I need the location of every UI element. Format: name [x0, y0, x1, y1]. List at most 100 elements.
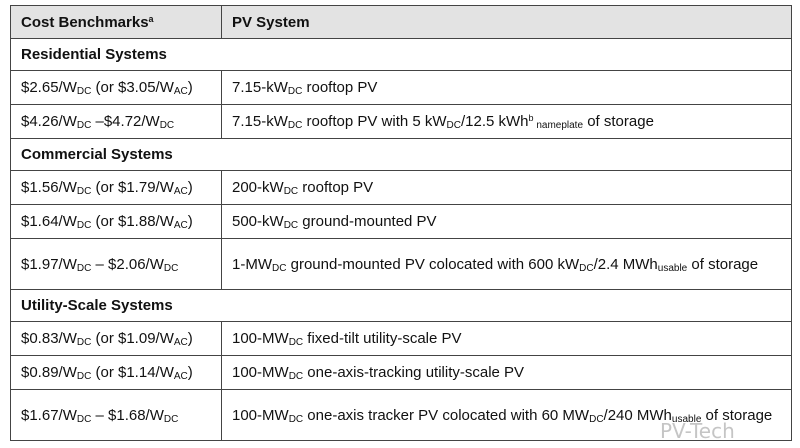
- cell-text: Cost Benchmarks: [21, 13, 149, 31]
- cell-text: rooftop PV: [298, 179, 374, 196]
- cell-text: AC: [173, 86, 188, 97]
- cell-text: $2.65/W: [21, 79, 77, 96]
- cost-cell: $2.65/WDC (or $3.05/WAC): [10, 70, 222, 105]
- table-row: $1.97/WDC – $2.06/WDC 1-MWDC ground-mount…: [10, 238, 792, 290]
- section-label: Utility-Scale Systems: [10, 289, 792, 322]
- cell-text: $1.64/W: [21, 213, 77, 230]
- cell-text: DC: [287, 86, 303, 97]
- cell-text: DC: [272, 262, 287, 274]
- table-row: $0.89/WDC (or $1.14/WAC) 100-MWDC one-axi…: [10, 355, 792, 390]
- cell-text: DC: [288, 337, 304, 348]
- cell-text: ): [187, 179, 193, 196]
- cell-text: ground-mounted PV: [298, 213, 437, 230]
- cell-text: 500-kW: [232, 213, 284, 230]
- table-row: $2.65/WDC (or $3.05/WAC) 7.15-kWDC roofto…: [10, 70, 792, 105]
- cell-text: of storage: [583, 113, 654, 130]
- cell-text: b: [528, 113, 534, 123]
- table-row: $0.83/WDC (or $1.09/WAC) 100-MWDC fixed-t…: [10, 321, 792, 356]
- table-row: $4.26/WDC –$4.72/WDC 7.15-kWDC rooftop PV…: [10, 104, 792, 139]
- section-label: Commercial Systems: [10, 138, 792, 171]
- cost-cell: $0.89/WDC (or $1.14/WAC): [10, 355, 222, 390]
- cell-text: 100-MW: [232, 364, 289, 381]
- cell-text: (or $3.05/W: [91, 79, 174, 96]
- cell-text: 200-kW: [232, 179, 284, 196]
- cell-text: $1.56/W: [21, 179, 77, 196]
- cell-text: rooftop PV: [302, 79, 378, 96]
- cell-text: /2.4 MWh: [593, 255, 658, 273]
- cost-cell: $0.83/WDC (or $1.09/WAC): [10, 321, 222, 356]
- cell-text: DC: [446, 120, 461, 131]
- cost-cell: $1.56/WDC (or $1.79/WAC): [10, 170, 222, 205]
- table-row: $1.67/WDC – $1.68/WDC 100-MWDC one-axis t…: [10, 389, 792, 441]
- cell-text: DC: [589, 413, 604, 425]
- section-label: Residential Systems: [10, 38, 792, 71]
- system-cell: 500-kWDC ground-mounted PV: [221, 204, 792, 239]
- cell-text: $1.67/W: [21, 406, 77, 424]
- table-row: $1.56/WDC (or $1.79/WAC) 200-kWDC rooftop…: [10, 170, 792, 205]
- header-pv-system: PV System: [221, 5, 792, 39]
- cell-text: ): [187, 330, 193, 347]
- cell-text: AC: [173, 337, 188, 348]
- cell-text: (or $1.14/W: [91, 364, 174, 381]
- cell-text: (or $1.88/W: [91, 213, 174, 230]
- cell-text: fixed-tilt utility-scale PV: [303, 330, 462, 347]
- cell-text: –$4.72/W: [91, 113, 160, 130]
- cell-text: DC: [76, 413, 92, 425]
- cell-text: DC: [76, 337, 92, 348]
- cell-text: 100-MW: [232, 406, 289, 424]
- cell-text: DC: [283, 220, 299, 231]
- cell-text: AC: [173, 371, 188, 382]
- cell-text: ): [187, 364, 193, 381]
- cell-text: ground-mounted PV colocated with 600 kW: [286, 255, 580, 273]
- cell-text: DC: [288, 371, 304, 382]
- cell-text: $0.89/W: [21, 364, 77, 381]
- cell-text: DC: [76, 86, 92, 97]
- cost-cell: $1.64/WDC (or $1.88/WAC): [10, 204, 222, 239]
- cell-text: AC: [173, 220, 188, 231]
- cell-text: 7.15-kW: [232, 113, 288, 130]
- cell-text: $4.26/W: [21, 113, 77, 130]
- cell-text: ): [187, 79, 193, 96]
- system-cell: 100-MWDC fixed-tilt utility-scale PV: [221, 321, 792, 356]
- cell-text: DC: [76, 186, 92, 197]
- section-row: Utility-Scale Systems: [10, 289, 792, 322]
- cell-text: DC: [163, 262, 179, 274]
- header-cost-benchmarks: Cost Benchmarksa: [10, 5, 222, 39]
- cell-text: $0.83/W: [21, 330, 77, 347]
- cell-text: DC: [288, 413, 304, 425]
- cost-cell: $1.67/WDC – $1.68/WDC: [10, 389, 222, 441]
- cell-text: DC: [76, 371, 92, 382]
- cell-text: usable: [657, 262, 688, 274]
- cell-text: DC: [163, 413, 179, 425]
- cell-text: DC: [76, 120, 92, 131]
- cell-text: /240 MWh: [603, 406, 672, 424]
- cell-text: 7.15-kW: [232, 79, 288, 96]
- cost-benchmark-table: Cost Benchmarksa PV System Residential Sys…: [10, 5, 792, 441]
- section-row: Commercial Systems: [10, 138, 792, 171]
- cell-text: of storage: [701, 406, 773, 424]
- cell-text: a: [148, 13, 154, 24]
- cell-text: nameplate: [533, 120, 584, 131]
- table-row: $1.64/WDC (or $1.88/WAC) 500-kWDC ground-…: [10, 204, 792, 239]
- cell-text: one-axis-tracking utility-scale PV: [303, 364, 525, 381]
- cost-cell: $4.26/WDC –$4.72/WDC: [10, 104, 222, 139]
- cell-text: DC: [287, 120, 303, 131]
- watermark: PV-Tech: [660, 419, 735, 443]
- cell-text: /12.5 kWh: [461, 113, 529, 130]
- system-cell: 7.15-kWDC rooftop PV: [221, 70, 792, 105]
- cell-text: DC: [159, 120, 175, 131]
- cell-text: (or $1.09/W: [91, 330, 174, 347]
- cell-text: rooftop PV with 5 kW: [302, 113, 447, 130]
- cell-text: – $2.06/W: [91, 255, 164, 273]
- cell-text: AC: [173, 186, 188, 197]
- system-cell: 7.15-kWDC rooftop PV with 5 kWDC/12.5 kW…: [221, 104, 792, 139]
- cell-text: one-axis tracker PV colocated with 60 MW: [303, 406, 590, 424]
- cell-text: $1.97/W: [21, 255, 77, 273]
- cell-text: DC: [76, 220, 92, 231]
- cell-text: usable: [671, 413, 702, 425]
- header-row: Cost Benchmarksa PV System: [10, 5, 792, 39]
- system-cell: 1-MWDC ground-mounted PV colocated with …: [221, 238, 792, 290]
- cell-text: (or $1.79/W: [91, 179, 174, 196]
- system-cell: 200-kWDC rooftop PV: [221, 170, 792, 205]
- cell-text: – $1.68/W: [91, 406, 164, 424]
